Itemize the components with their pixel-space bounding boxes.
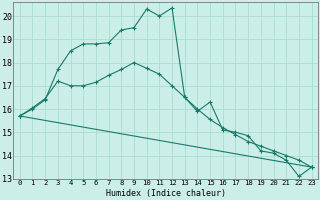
- X-axis label: Humidex (Indice chaleur): Humidex (Indice chaleur): [106, 189, 226, 198]
